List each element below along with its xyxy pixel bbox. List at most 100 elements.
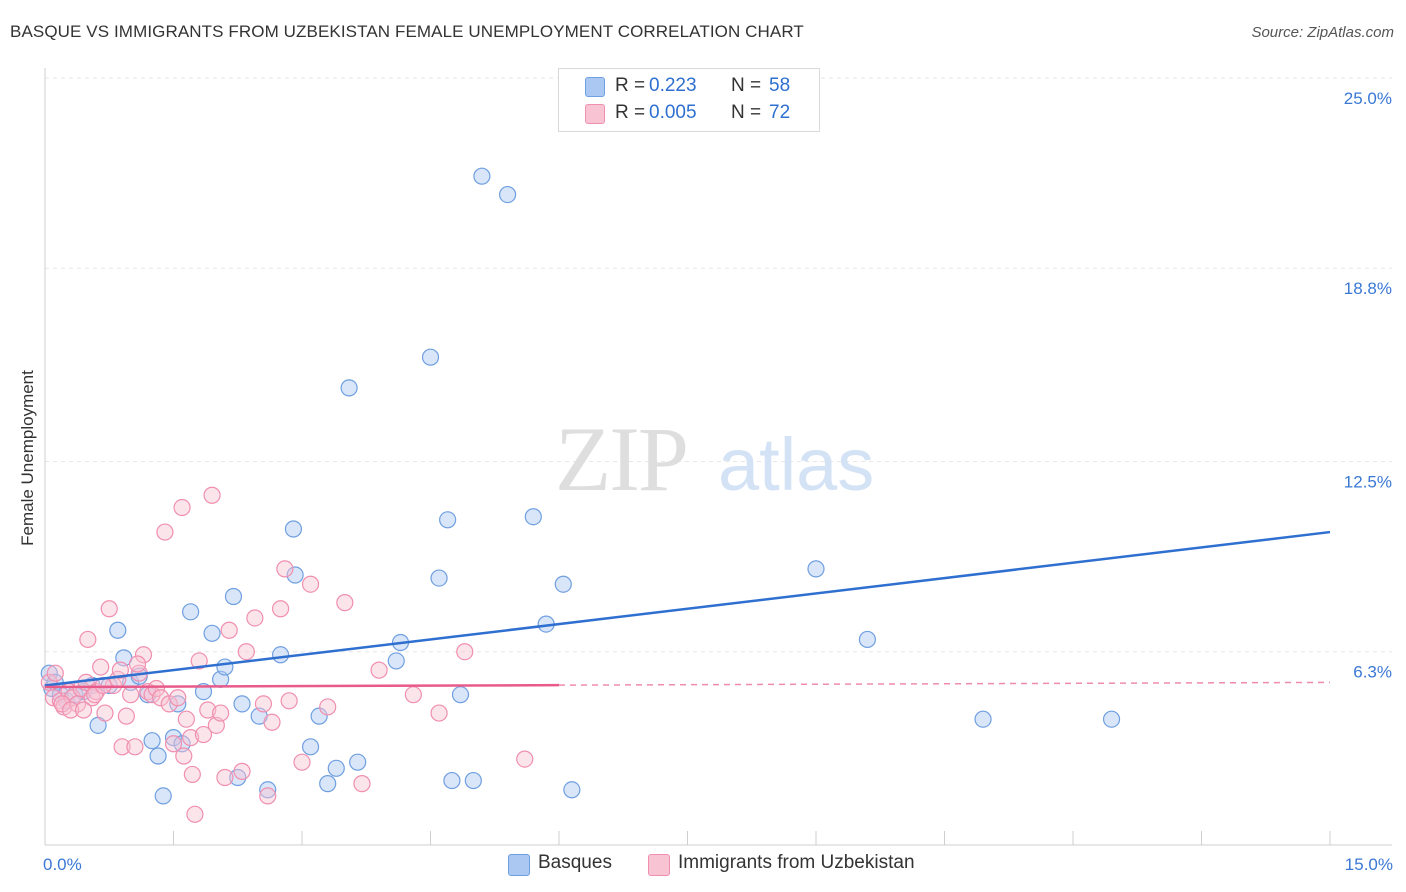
uzbekistan-point	[254, 695, 273, 713]
basques-point	[216, 658, 234, 676]
uzbekistan-point	[430, 704, 448, 722]
grid-lines	[45, 77, 1392, 653]
bottom-legend-label: Basques	[538, 852, 612, 873]
basques-point	[439, 511, 457, 529]
basques-point	[149, 747, 167, 765]
bottom-legend-swatch-basques	[508, 854, 530, 876]
legend-swatch-uzbekistan	[585, 104, 605, 124]
legend-r-label: R =	[615, 75, 646, 96]
chart-source: Source: ZipAtlas.com	[1251, 24, 1394, 41]
y-axis-label: Female Unemployment	[18, 370, 37, 546]
uzbekistan-point	[203, 486, 221, 504]
basques-point	[807, 560, 825, 578]
basques-point	[974, 710, 992, 728]
basques-point	[310, 707, 328, 725]
chart-title: BASQUE VS IMMIGRANTS FROM UZBEKISTAN FEM…	[10, 22, 804, 41]
uzbekistan-point	[177, 710, 195, 728]
watermark-zip: ZIP	[555, 408, 687, 510]
uzbekistan-point	[190, 652, 208, 670]
uzbekistan-point	[271, 600, 290, 618]
basques-point	[182, 603, 200, 621]
data-points	[40, 167, 1121, 823]
basques-point	[1102, 710, 1121, 728]
uzbekistan-point	[259, 787, 277, 805]
uzbekistan-point	[111, 661, 129, 679]
bottom-legend-swatch-uzbekistan	[648, 854, 670, 876]
legend-n-label: N =	[731, 102, 762, 123]
uzbekistan-point	[237, 643, 255, 661]
bottom-legend-label: Immigrants from Uzbekistan	[678, 852, 915, 873]
uzbekistan-point	[280, 692, 298, 710]
uzbekistan-point	[353, 775, 371, 793]
uzbekistan-point	[62, 701, 80, 719]
uzbekistan-point	[117, 707, 135, 725]
basques-point	[224, 587, 243, 606]
uzbekistan-point	[46, 664, 64, 682]
uzbekistan-point	[246, 609, 264, 627]
uzbekistan-point	[182, 729, 200, 747]
uzbekistan-point	[164, 735, 183, 753]
uzbekistan-point	[456, 643, 474, 661]
uzbekistan-point	[96, 704, 114, 722]
uzbekistan-point	[126, 738, 144, 756]
uzbekistan-point	[74, 701, 93, 719]
legend-swatch-basques	[585, 77, 605, 97]
uzbekistan-point	[301, 575, 320, 593]
uzbekistan-point	[186, 805, 204, 823]
basques-point	[499, 185, 517, 204]
uzbekistan-point	[194, 725, 213, 744]
uzbekistan-trend-extension	[558, 681, 1331, 686]
legend-n-value: 58	[769, 75, 791, 96]
uzbekistan-point	[173, 498, 191, 517]
uzbekistan-point	[53, 695, 71, 713]
uzbekistan-point	[152, 689, 170, 707]
uzbekistan-point	[336, 594, 354, 612]
basques-point	[233, 695, 251, 713]
x-tick-label: 0.0%	[43, 855, 82, 874]
uzbekistan-point	[175, 747, 193, 765]
axes	[44, 68, 1392, 846]
basques-trend-line	[44, 530, 1331, 687]
basques-point	[271, 646, 290, 664]
uzbekistan-point	[92, 658, 110, 676]
watermark-atlas: atlas	[718, 423, 874, 506]
basques-point	[301, 738, 320, 756]
uzbekistan-point	[169, 689, 187, 707]
basques-point	[349, 753, 367, 771]
y-tick-label: 25.0%	[1344, 89, 1392, 108]
basques-point	[154, 787, 172, 805]
uzbekistan-point	[220, 621, 238, 639]
trend-lines	[44, 530, 1331, 689]
basques-point	[286, 566, 304, 584]
axis-labels: 6.3% 12.5% 18.8% 25.0% 0.0% 15.0% Female Unemp…	[18, 89, 1393, 874]
uzbekistan-point	[212, 704, 230, 722]
basques-point	[143, 732, 161, 750]
basques-point	[451, 686, 470, 704]
basques-point	[164, 729, 183, 747]
uzbekistan-point	[134, 646, 153, 664]
watermark: ZIP atlas	[555, 408, 874, 510]
basques-point	[473, 167, 491, 185]
uzbekistan-point	[216, 768, 234, 787]
uzbekistan-point	[79, 630, 97, 649]
uzbekistan-point	[516, 750, 534, 768]
uzbekistan-point	[147, 679, 165, 698]
legend-n-value: 72	[769, 102, 791, 123]
uzbekistan-point	[293, 753, 311, 771]
uzbekistan-point	[100, 600, 118, 618]
basques-point	[387, 652, 405, 670]
uzbekistan-point	[183, 765, 201, 784]
legend-n-label: N =	[731, 75, 762, 96]
basques-point	[554, 575, 572, 593]
basques-point	[259, 781, 277, 799]
basques-point	[430, 569, 448, 587]
uzbekistan-point	[156, 523, 174, 541]
uzbekistan-point	[128, 655, 147, 673]
uzbekistan-point	[319, 698, 337, 716]
uzbekistan-point	[113, 738, 131, 756]
basques-point	[284, 520, 303, 538]
legend-r-label: R =	[615, 102, 646, 123]
basques-point	[858, 630, 877, 649]
uzbekistan-point	[160, 695, 178, 713]
